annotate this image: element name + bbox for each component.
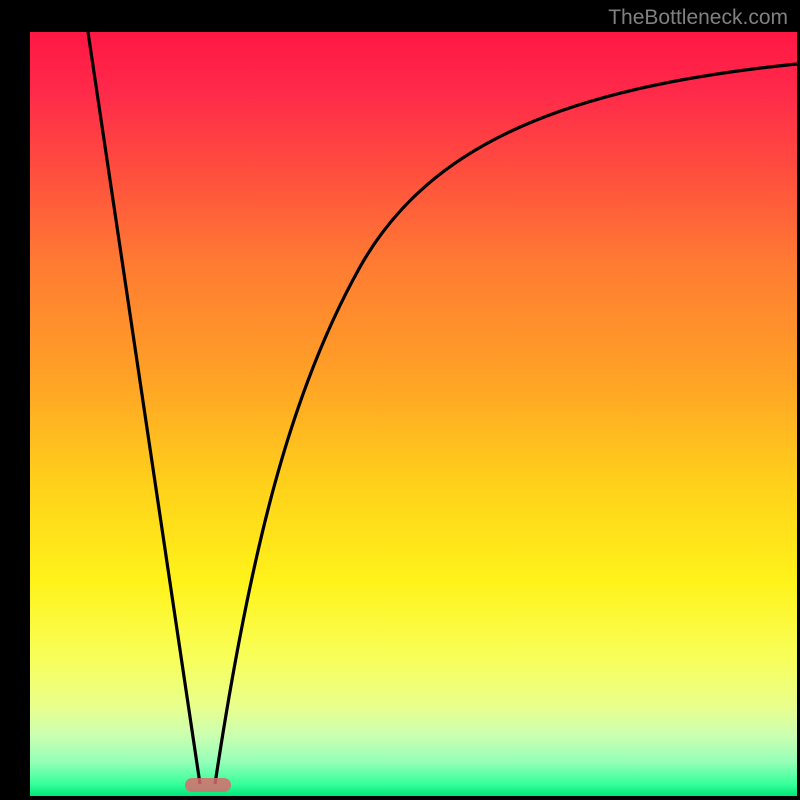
chart-container: TheBottleneck.com [0,0,800,800]
plot-area [30,32,797,796]
curve-left-line [88,32,200,784]
minimum-marker [185,778,231,792]
curve-right-arc [215,64,797,784]
curves [30,32,797,796]
watermark-text: TheBottleneck.com [608,6,788,30]
